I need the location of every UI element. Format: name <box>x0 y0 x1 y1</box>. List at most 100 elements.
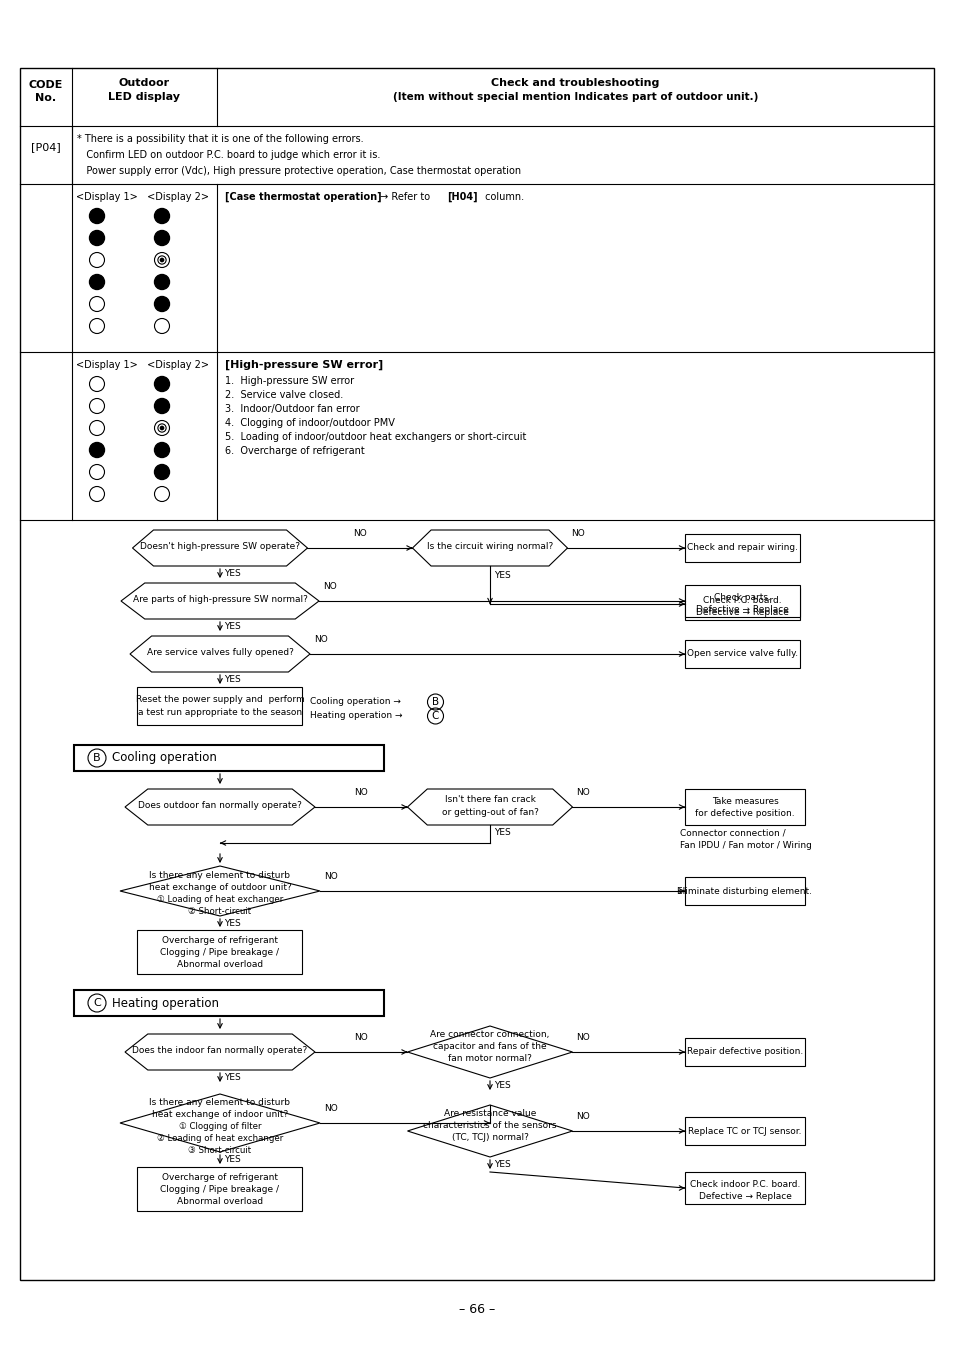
Text: 6.  Overcharge of refrigerant: 6. Overcharge of refrigerant <box>225 446 364 456</box>
Bar <box>137 930 302 975</box>
Text: Abnormal overload: Abnormal overload <box>176 960 263 969</box>
Circle shape <box>160 426 164 430</box>
Text: ① Clogging of filter: ① Clogging of filter <box>178 1122 261 1131</box>
Text: Is there any element to disturb: Is there any element to disturb <box>150 871 291 880</box>
Bar <box>74 745 384 771</box>
Bar <box>684 1038 804 1066</box>
Text: 4.  Clogging of indoor/outdoor PMV: 4. Clogging of indoor/outdoor PMV <box>225 418 395 429</box>
Text: NO: NO <box>353 528 367 538</box>
Text: Check and repair wiring.: Check and repair wiring. <box>686 543 797 553</box>
Text: Reset the power supply and  perform: Reset the power supply and perform <box>135 696 304 704</box>
Circle shape <box>154 231 170 245</box>
Text: [High-pressure SW error]: [High-pressure SW error] <box>225 360 383 371</box>
Text: Check parts.: Check parts. <box>713 593 770 603</box>
Text: or getting-out of fan?: or getting-out of fan? <box>441 807 537 817</box>
Text: NO: NO <box>576 1112 590 1122</box>
Circle shape <box>154 376 170 391</box>
Bar <box>684 878 804 905</box>
Text: NO: NO <box>324 1104 337 1113</box>
Bar <box>20 67 933 1281</box>
Text: Repair defective position.: Repair defective position. <box>686 1047 802 1057</box>
Text: Overcharge of refrigerant: Overcharge of refrigerant <box>162 936 277 945</box>
Circle shape <box>154 275 170 290</box>
Text: Is the circuit wiring normal?: Is the circuit wiring normal? <box>426 542 553 551</box>
Text: Fan IPDU / Fan motor / Wiring: Fan IPDU / Fan motor / Wiring <box>679 841 811 851</box>
Text: ② Loading of heat exchanger: ② Loading of heat exchanger <box>156 1134 283 1143</box>
Circle shape <box>90 275 105 290</box>
Text: column.: column. <box>481 191 523 202</box>
Text: Are parts of high-pressure SW normal?: Are parts of high-pressure SW normal? <box>132 594 307 604</box>
Text: C: C <box>93 998 101 1008</box>
Text: Does outdoor fan normally operate?: Does outdoor fan normally operate? <box>138 801 301 810</box>
Text: [Case thermostat operation]: [Case thermostat operation] <box>225 191 381 202</box>
Text: Isn't there fan crack: Isn't there fan crack <box>444 795 535 803</box>
Text: Check indoor P.C. board.: Check indoor P.C. board. <box>689 1180 800 1189</box>
Text: Doesn't high-pressure SW operate?: Doesn't high-pressure SW operate? <box>140 542 299 551</box>
Text: Defective → Replace: Defective → Replace <box>698 1192 791 1201</box>
Bar <box>137 687 302 725</box>
Bar <box>684 789 804 825</box>
Text: 3.  Indoor/Outdoor fan error: 3. Indoor/Outdoor fan error <box>225 404 359 414</box>
Text: NO: NO <box>576 789 590 797</box>
Text: Outdoor: Outdoor <box>119 78 170 88</box>
Circle shape <box>154 297 170 311</box>
Text: NO: NO <box>354 789 368 797</box>
Circle shape <box>90 442 105 457</box>
Text: NO: NO <box>576 1033 590 1042</box>
Bar <box>684 585 800 617</box>
Text: Connector connection /: Connector connection / <box>679 829 785 838</box>
Text: NO: NO <box>314 635 328 644</box>
Text: * There is a possibility that it is one of the following errors.: * There is a possibility that it is one … <box>77 133 363 144</box>
Circle shape <box>90 209 105 224</box>
Bar <box>137 1167 302 1211</box>
Text: Is there any element to disturb: Is there any element to disturb <box>150 1099 291 1107</box>
Text: (Item without special mention Indicates part of outdoor unit.): (Item without special mention Indicates … <box>393 92 758 102</box>
Text: Are service valves fully opened?: Are service valves fully opened? <box>147 648 294 656</box>
Text: Overcharge of refrigerant: Overcharge of refrigerant <box>162 1173 277 1182</box>
Text: NO: NO <box>571 528 584 538</box>
Bar <box>684 640 800 669</box>
Text: Check P.C. board.: Check P.C. board. <box>702 596 781 605</box>
Circle shape <box>154 209 170 224</box>
Text: B: B <box>432 697 438 706</box>
Bar <box>74 989 384 1016</box>
Text: CODE: CODE <box>29 80 63 90</box>
Bar <box>684 588 800 620</box>
Text: [P04]: [P04] <box>31 142 61 152</box>
Text: Abnormal overload: Abnormal overload <box>176 1197 263 1206</box>
Text: – 66 –: – 66 – <box>458 1304 495 1316</box>
Text: Clogging / Pipe breakage /: Clogging / Pipe breakage / <box>160 1185 279 1194</box>
Text: YES: YES <box>224 675 240 683</box>
Bar <box>684 1117 804 1144</box>
Circle shape <box>154 465 170 480</box>
Text: Does the indoor fan normally operate?: Does the indoor fan normally operate? <box>132 1046 307 1055</box>
Text: YES: YES <box>224 1073 240 1082</box>
Text: 5.  Loading of indoor/outdoor heat exchangers or short-circuit: 5. Loading of indoor/outdoor heat exchan… <box>225 431 526 442</box>
Text: Open service valve fully.: Open service valve fully. <box>686 650 798 659</box>
Text: <Display 1>   <Display 2>: <Display 1> <Display 2> <box>76 191 209 202</box>
Text: Confirm LED on outdoor P.C. board to judge which error it is.: Confirm LED on outdoor P.C. board to jud… <box>77 150 380 160</box>
Text: Cooling operation: Cooling operation <box>112 751 216 764</box>
Text: ② Short-circuit: ② Short-circuit <box>189 907 252 917</box>
Text: YES: YES <box>494 828 510 837</box>
Text: C: C <box>432 710 438 721</box>
Text: heat exchange of outdoor unit?: heat exchange of outdoor unit? <box>149 883 291 892</box>
Text: YES: YES <box>224 569 240 578</box>
Text: Clogging / Pipe breakage /: Clogging / Pipe breakage / <box>160 948 279 957</box>
Text: → Refer to: → Refer to <box>376 191 433 202</box>
Text: Defective → Replace: Defective → Replace <box>696 608 788 617</box>
Text: Heating operation →: Heating operation → <box>310 710 402 720</box>
Text: NO: NO <box>324 872 337 882</box>
Text: for defective position.: for defective position. <box>695 809 794 818</box>
Circle shape <box>90 231 105 245</box>
Text: Check and troubleshooting: Check and troubleshooting <box>491 78 659 88</box>
Text: capacitor and fans of the: capacitor and fans of the <box>433 1042 546 1051</box>
Text: Cooling operation →: Cooling operation → <box>310 697 401 706</box>
Text: Take measures: Take measures <box>711 797 778 806</box>
Text: a test run appropriate to the season: a test run appropriate to the season <box>138 708 302 717</box>
Text: YES: YES <box>224 621 240 631</box>
Text: (TC, TCJ) normal?: (TC, TCJ) normal? <box>451 1134 528 1142</box>
Text: Heating operation: Heating operation <box>112 996 219 1010</box>
Text: ③ Short-circuit: ③ Short-circuit <box>189 1146 252 1155</box>
Bar <box>684 534 800 562</box>
